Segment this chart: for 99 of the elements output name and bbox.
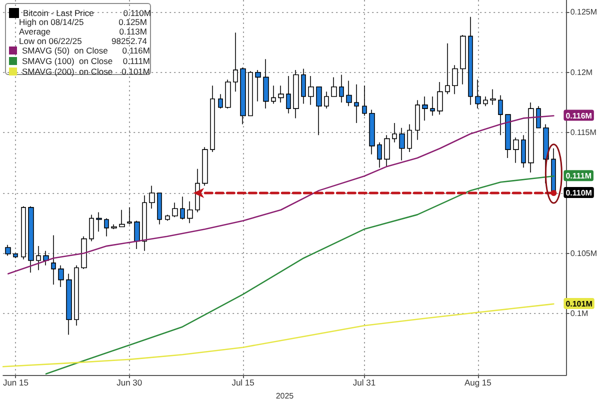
line-series bbox=[7, 115, 554, 274]
text: 0.110M bbox=[123, 8, 151, 18]
text: 0.116M bbox=[122, 46, 150, 56]
x-tick-label: Jul 15 bbox=[232, 378, 255, 388]
candlestick bbox=[74, 264, 79, 326]
candlestick bbox=[157, 192, 162, 225]
candlestick bbox=[521, 134, 526, 168]
candlestick bbox=[505, 114, 511, 158]
candlestick bbox=[513, 137, 519, 164]
candlestick bbox=[316, 86, 322, 136]
candlestick bbox=[89, 214, 94, 242]
candlestick bbox=[21, 206, 26, 260]
text: 0.111M bbox=[122, 56, 150, 66]
candlestick bbox=[111, 224, 117, 230]
candlestick bbox=[331, 76, 337, 97]
candlestick bbox=[286, 76, 291, 114]
candlestick bbox=[13, 252, 18, 259]
candlestick bbox=[58, 264, 64, 288]
candlestick bbox=[293, 70, 299, 119]
candlestick bbox=[127, 207, 132, 225]
candlestick bbox=[142, 194, 147, 252]
candlestick bbox=[362, 85, 367, 116]
candlestick bbox=[452, 64, 458, 94]
candlestick bbox=[460, 34, 466, 85]
candlestick bbox=[248, 70, 253, 116]
candlestick bbox=[422, 96, 428, 122]
candlestick bbox=[225, 79, 231, 109]
candlestick bbox=[5, 244, 11, 256]
line-series bbox=[45, 175, 554, 375]
candlestick bbox=[369, 109, 375, 155]
candlestick bbox=[233, 32, 238, 92]
candlestick bbox=[308, 76, 314, 106]
data-label: 0.116M bbox=[566, 111, 592, 120]
text: 0.101M bbox=[122, 66, 150, 76]
y-tick-label: 0.1M bbox=[570, 309, 588, 318]
candlestick bbox=[301, 68, 306, 104]
candlestick bbox=[202, 146, 208, 186]
legend-label: SMAVG (200) on Close bbox=[22, 66, 113, 76]
candlestick bbox=[28, 206, 34, 273]
candlestick bbox=[324, 91, 329, 109]
candlestick bbox=[483, 96, 488, 107]
y-tick-label: 0.115M bbox=[570, 128, 597, 138]
candlestick bbox=[407, 124, 412, 152]
text: High on 08/14/25 0.125M bbox=[19, 17, 147, 27]
candlestick bbox=[263, 58, 269, 109]
candlestick bbox=[104, 218, 109, 237]
candlestick bbox=[468, 16, 473, 106]
x-tick-label: Jun 30 bbox=[116, 378, 142, 388]
candlestick bbox=[399, 127, 405, 161]
x-tick-label: Aug 15 bbox=[464, 378, 492, 388]
candlestick bbox=[430, 96, 435, 116]
candlestick bbox=[377, 142, 382, 168]
candlestick bbox=[172, 202, 178, 218]
candlestick bbox=[271, 85, 276, 104]
legend-label: SMAVG (50) on Close bbox=[22, 46, 108, 56]
y-tick-label: 0.105M bbox=[570, 248, 598, 258]
candlestick bbox=[165, 214, 170, 222]
candlestick bbox=[66, 273, 72, 336]
legend-label: SMAVG (100) on Close bbox=[22, 56, 113, 66]
x-tick-label: Jun 15 bbox=[2, 378, 29, 388]
line-series bbox=[2, 303, 554, 368]
y-tick-label: 0.125M bbox=[570, 8, 598, 17]
candlestick bbox=[119, 209, 125, 228]
legend-label: Bitcoin - Last Price bbox=[23, 8, 94, 18]
candlestick bbox=[180, 196, 185, 220]
x-axis-title: 2025 bbox=[276, 392, 294, 400]
candlestick bbox=[475, 79, 481, 109]
candlestick bbox=[278, 85, 284, 103]
x-tick-label: Jul 31 bbox=[352, 378, 376, 388]
candlestick bbox=[498, 94, 503, 136]
candlestick bbox=[528, 102, 534, 173]
candlestick bbox=[339, 74, 344, 103]
data-label: 0.111M bbox=[566, 172, 592, 181]
text: Average 0.113M bbox=[19, 26, 147, 36]
candlestick bbox=[240, 67, 246, 125]
candlestick bbox=[81, 236, 87, 270]
candlestick bbox=[134, 220, 140, 250]
candlestick bbox=[255, 70, 261, 102]
candlestick bbox=[187, 201, 193, 224]
candlestick bbox=[415, 100, 420, 140]
candlestick bbox=[51, 234, 56, 286]
candlestick bbox=[96, 212, 102, 232]
candlestick bbox=[210, 85, 215, 152]
text: 0.110M bbox=[566, 188, 592, 198]
candlestick bbox=[437, 82, 443, 115]
candlestick bbox=[354, 84, 359, 124]
y-tick-label: 0.12M bbox=[570, 68, 593, 77]
candlestick bbox=[384, 134, 390, 167]
candlestick bbox=[149, 185, 155, 210]
candlestick bbox=[36, 246, 41, 271]
data-label: 0.101M bbox=[566, 299, 593, 308]
text: Low on 06/22/25 98252.74 bbox=[19, 36, 147, 46]
candlestick bbox=[445, 43, 450, 94]
candlestick bbox=[490, 88, 496, 106]
candlestick bbox=[346, 80, 352, 107]
candlestick bbox=[536, 106, 541, 128]
candlestick bbox=[43, 250, 49, 266]
candlestick bbox=[218, 94, 223, 109]
candlestick bbox=[392, 122, 397, 143]
